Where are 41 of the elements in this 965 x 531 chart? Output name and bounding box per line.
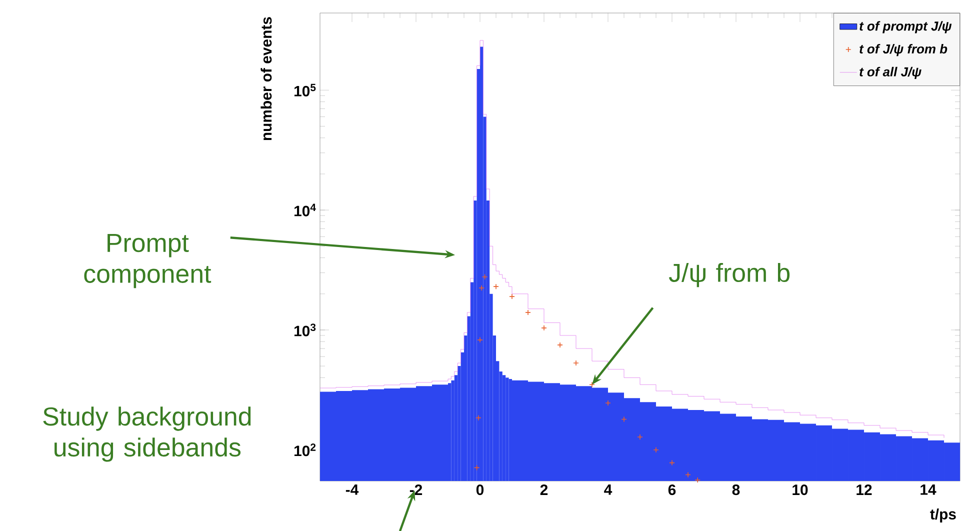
x-tick-label: 4 bbox=[604, 484, 612, 495]
x-tick-label: 10 bbox=[792, 484, 808, 496]
point bbox=[685, 472, 691, 478]
point bbox=[637, 434, 643, 440]
point bbox=[493, 284, 499, 290]
x-tick-label: 2 bbox=[540, 484, 548, 495]
point bbox=[694, 477, 701, 483]
point bbox=[653, 446, 659, 453]
x-tick-label: 0 bbox=[476, 484, 484, 496]
point bbox=[589, 382, 595, 388]
x-tick-label: 8 bbox=[732, 484, 740, 496]
x-tick-label: 6 bbox=[668, 484, 676, 496]
y-tick-label: 10$^{3}$ bbox=[294, 324, 316, 336]
legend-label: t of J/ψ from b bbox=[860, 44, 948, 56]
legend-label: t of all J/ψ bbox=[860, 66, 922, 79]
point bbox=[477, 337, 483, 343]
x-tick-label: -2 bbox=[410, 484, 422, 495]
point bbox=[525, 310, 531, 316]
point bbox=[509, 294, 515, 300]
text: Prompt component bbox=[84, 234, 212, 288]
x-tick-label: 14 bbox=[920, 484, 936, 495]
legend-label: t of prompt J/ψ bbox=[860, 21, 952, 34]
annotation: J/ψ from b bbox=[668, 263, 790, 288]
point bbox=[605, 400, 611, 406]
point bbox=[476, 414, 482, 421]
text: Study background using sidebands bbox=[43, 406, 251, 462]
point bbox=[474, 464, 480, 471]
x-tick-label: 12 bbox=[856, 484, 872, 495]
point bbox=[621, 416, 627, 422]
y-tick-label: 10$^{4}$ bbox=[294, 204, 316, 216]
y-tick-label: 10$^{2}$ bbox=[294, 444, 316, 456]
point bbox=[541, 325, 547, 331]
point bbox=[557, 342, 563, 348]
x-tick-label: -4 bbox=[346, 484, 359, 495]
point bbox=[573, 360, 579, 366]
y-tick-label: 10$^{5}$ bbox=[294, 84, 316, 96]
point bbox=[669, 460, 675, 466]
y-axis-title: number of events bbox=[260, 17, 272, 140]
point bbox=[482, 274, 488, 280]
x-axis-title: t/ps bbox=[930, 508, 956, 522]
point bbox=[478, 285, 484, 291]
